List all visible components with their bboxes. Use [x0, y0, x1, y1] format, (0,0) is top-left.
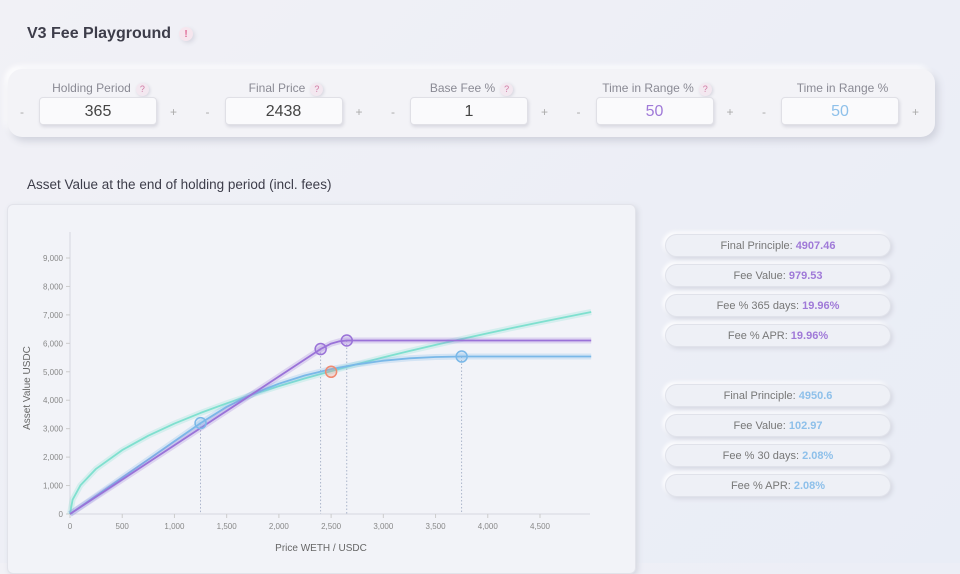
- y-tick-label: 6,000: [43, 339, 64, 348]
- series-line-hodl: [69, 311, 592, 515]
- y-tick-label: 7,000: [43, 311, 64, 320]
- value-input[interactable]: 50: [595, 97, 714, 125]
- y-tick-label: 3,000: [43, 425, 64, 434]
- stat-pill: Fee % APR: 19.96%: [665, 324, 891, 347]
- stat-label: Fee Value:: [733, 420, 786, 432]
- label-text: Base Fee %: [429, 81, 496, 95]
- x-tick-label: 1,000: [164, 522, 185, 531]
- y-tick-label: 4,000: [43, 396, 64, 405]
- control-label: Final Price?: [194, 81, 379, 96]
- value-input[interactable]: 2438: [224, 97, 343, 125]
- help-icon[interactable]: ?: [310, 83, 324, 96]
- stat-label: Fee % 30 days:: [722, 450, 800, 462]
- decrement-button[interactable]: -: [391, 105, 395, 119]
- controls-panel: Holding Period? - 365 + Final Price? - 24…: [8, 69, 935, 137]
- stat-value: 4950.6: [798, 390, 833, 402]
- marker-point: [314, 342, 327, 356]
- x-tick-label: 4,000: [478, 522, 499, 531]
- increment-button[interactable]: +: [170, 105, 178, 119]
- control-label: Base Fee %?: [379, 81, 564, 96]
- increment-button[interactable]: +: [541, 105, 549, 119]
- stat-value: 2.08%: [802, 450, 834, 462]
- stat-value: 4907.46: [795, 240, 836, 252]
- stat-value: 979.53: [788, 270, 823, 282]
- stat-pill: Fee Value: 102.97: [665, 414, 891, 437]
- stat-pill: Final Principle: 4907.46: [665, 234, 891, 257]
- help-icon[interactable]: ?: [698, 83, 712, 96]
- x-tick-label: 3,500: [426, 522, 447, 531]
- stat-label: Fee % APR:: [730, 480, 791, 492]
- marker-point: [455, 350, 468, 363]
- x-axis-label: Price WETH / USDC: [275, 543, 367, 554]
- series-line-range-purple: [69, 339, 592, 515]
- title-text: V3 Fee Playground: [27, 25, 172, 42]
- x-tick-label: 4,500: [530, 522, 551, 531]
- stat-value: 19.96%: [790, 330, 829, 342]
- chart-title: Asset Value at the end of holding period…: [27, 177, 332, 192]
- increment-button[interactable]: +: [726, 105, 734, 119]
- help-icon[interactable]: ?: [135, 83, 149, 96]
- stat-value: 19.96%: [802, 300, 840, 312]
- x-tick-label: 500: [116, 522, 130, 531]
- stat-pill: Fee % 365 days: 19.96%: [665, 294, 891, 317]
- x-tick-label: 2,500: [321, 522, 342, 531]
- control-label: Holding Period?: [8, 81, 193, 96]
- control-2: Base Fee %? - 1 +: [379, 69, 564, 137]
- y-axis-label: Asset Value USDC: [22, 346, 33, 430]
- stat-value: 2.08%: [793, 480, 826, 492]
- label-text: Final Price: [248, 81, 306, 95]
- stat-label: Fee % APR:: [727, 330, 788, 342]
- marker-point: [340, 334, 354, 347]
- y-tick-label: 8,000: [43, 282, 64, 291]
- value-input[interactable]: 50: [781, 97, 899, 125]
- marker-point: [194, 416, 207, 430]
- y-tick-label: 9,000: [43, 254, 64, 263]
- decrement-button[interactable]: -: [205, 105, 210, 119]
- stat-pill: Fee % APR: 2.08%: [665, 474, 891, 497]
- control-0: Holding Period? - 365 +: [8, 69, 193, 137]
- decrement-button[interactable]: -: [762, 105, 766, 119]
- stat-label: Final Principle:: [720, 240, 793, 252]
- control-3: Time in Range %? - 50 +: [565, 69, 750, 137]
- y-tick-label: 0: [59, 510, 64, 519]
- stat-label: Fee Value:: [733, 270, 786, 282]
- control-1: Final Price? - 2438 +: [194, 69, 379, 137]
- chart-card: [7, 204, 636, 574]
- decrement-button[interactable]: -: [20, 105, 24, 119]
- alert-icon[interactable]: !: [179, 27, 194, 41]
- y-tick-label: 5,000: [43, 368, 64, 377]
- x-tick-label: 1,500: [217, 522, 238, 531]
- increment-button[interactable]: +: [355, 105, 363, 119]
- stat-label: Final Principle:: [723, 390, 796, 402]
- stat-pill: Fee Value: 979.53: [665, 264, 891, 287]
- value-input[interactable]: 1: [410, 97, 528, 125]
- x-tick-label: 2,000: [269, 522, 290, 531]
- stat-pill: Fee % 30 days: 2.08%: [665, 444, 891, 467]
- x-tick-label: 0: [68, 522, 73, 531]
- control-label: Time in Range %: [750, 81, 935, 95]
- stat-value: 102.97: [788, 420, 823, 432]
- stat-label: Fee % 365 days:: [716, 300, 800, 312]
- value-input[interactable]: 365: [39, 97, 157, 125]
- control-label: Time in Range %?: [565, 81, 750, 96]
- page-title: V3 Fee Playground!: [27, 25, 194, 43]
- series-line-range-blue: [69, 355, 592, 515]
- label-text: Time in Range %: [602, 81, 694, 95]
- marker-point: [324, 365, 338, 379]
- y-tick-label: 1,000: [43, 482, 64, 491]
- stat-pill: Final Principle: 4950.6: [665, 384, 891, 407]
- help-icon[interactable]: ?: [500, 83, 514, 96]
- decrement-button[interactable]: -: [576, 105, 581, 119]
- y-tick-label: 2,000: [43, 453, 64, 462]
- control-4: Time in Range % - 50 +: [750, 69, 935, 137]
- label-text: Holding Period: [52, 81, 131, 95]
- increment-button[interactable]: +: [912, 105, 920, 119]
- x-tick-label: 3,000: [373, 522, 394, 531]
- label-text: Time in Range %: [796, 81, 889, 95]
